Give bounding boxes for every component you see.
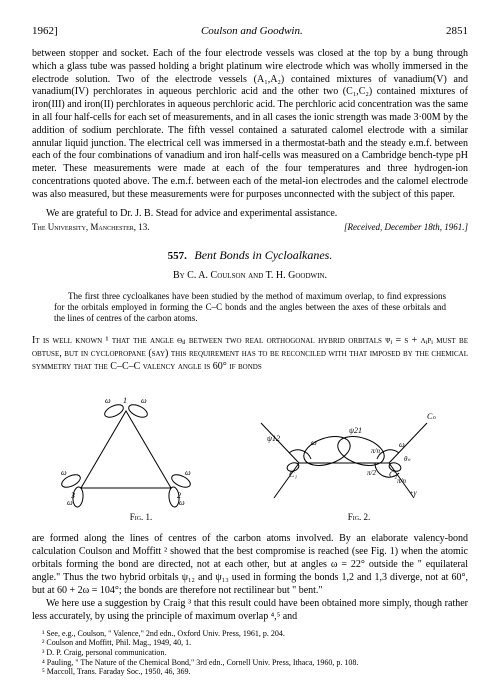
- svg-text:ω: ω: [61, 468, 67, 477]
- received-date: [Received, December 18th, 1961.]: [344, 222, 468, 234]
- figure-2: C₁ C₂ Cₙ ψ12 ψ21 ω ω π/n θₙ π/n π/2 +γ: [249, 383, 439, 508]
- svg-text:ω: ω: [179, 498, 185, 507]
- footnotes: ¹ See, e.g., Coulson, " Valence," 2nd ed…: [32, 629, 468, 677]
- svg-text:ψ12: ψ12: [267, 434, 280, 443]
- header-year: 1962]: [32, 24, 58, 38]
- article-title-block: 557. Bent Bonds in Cycloalkanes.: [32, 248, 468, 264]
- carryover-paragraph: between stopper and socket. Each of the …: [32, 48, 468, 202]
- svg-text:+γ: +γ: [409, 489, 417, 497]
- body-text-1: It is well known ¹ that the angle θᵢⱼ be…: [32, 335, 468, 372]
- svg-text:π/n: π/n: [397, 477, 406, 485]
- figure-row: 1 2 3 ω ω ω ω ω ω: [32, 383, 468, 508]
- running-header: 1962] Coulson and Goodwin. 2851: [32, 24, 468, 38]
- svg-text:ω: ω: [185, 468, 191, 477]
- svg-text:1: 1: [123, 396, 127, 405]
- affiliation-line: The University, Manchester, 13. [Receive…: [32, 222, 468, 234]
- footnote-4: ⁴ Pauling, " The Nature of the Chemical …: [32, 658, 468, 668]
- figure-captions: Fig. 1. Fig. 2.: [32, 512, 468, 524]
- article-number: 557.: [168, 250, 187, 262]
- article-title: Bent Bonds in Cycloalkanes.: [194, 248, 332, 262]
- body-paragraph-3: We here use a suggestion by Craig ³ that…: [32, 597, 468, 623]
- figure-1: 1 2 3 ω ω ω ω ω ω: [61, 393, 191, 508]
- footnote-3: ³ D. P. Craig, personal communication.: [32, 648, 468, 658]
- affiliation: The University, Manchester, 13.: [32, 222, 150, 234]
- article-byline: By C. A. Coulson and T. H. Goodwin.: [32, 270, 468, 283]
- article-abstract: The first three cycloalkanes have been s…: [54, 291, 446, 325]
- fig2-label: Fig. 2.: [348, 512, 371, 524]
- svg-text:θₙ: θₙ: [404, 455, 410, 463]
- fig1-label: Fig. 1.: [130, 512, 153, 524]
- svg-text:ω: ω: [67, 498, 73, 507]
- svg-text:ω: ω: [399, 440, 405, 449]
- svg-text:Cₙ: Cₙ: [427, 412, 436, 421]
- footnote-5: ⁵ Maccoll, Trans. Faraday Soc., 1950, 46…: [32, 667, 468, 677]
- header-page: 2851: [446, 24, 468, 38]
- body-paragraph-2: are formed along the lines of centres of…: [32, 532, 468, 597]
- svg-text:ω: ω: [141, 396, 147, 405]
- svg-text:ψ21: ψ21: [349, 426, 362, 435]
- acknowledgment: We are grateful to Dr. J. B. Stead for a…: [32, 208, 468, 221]
- header-authors: Coulson and Goodwin.: [201, 24, 303, 38]
- svg-text:π/2: π/2: [367, 469, 376, 477]
- svg-text:π/n: π/n: [371, 447, 380, 455]
- svg-text:C₁: C₁: [289, 470, 297, 479]
- body-paragraph-1: It is well known ¹ that the angle θᵢⱼ be…: [32, 334, 468, 373]
- footnote-2: ² Coulson and Moffitt, Phil. Mag., 1949,…: [32, 638, 468, 648]
- footnote-1: ¹ See, e.g., Coulson, " Valence," 2nd ed…: [32, 629, 468, 639]
- svg-text:ω: ω: [105, 396, 111, 405]
- svg-text:ω: ω: [311, 438, 317, 447]
